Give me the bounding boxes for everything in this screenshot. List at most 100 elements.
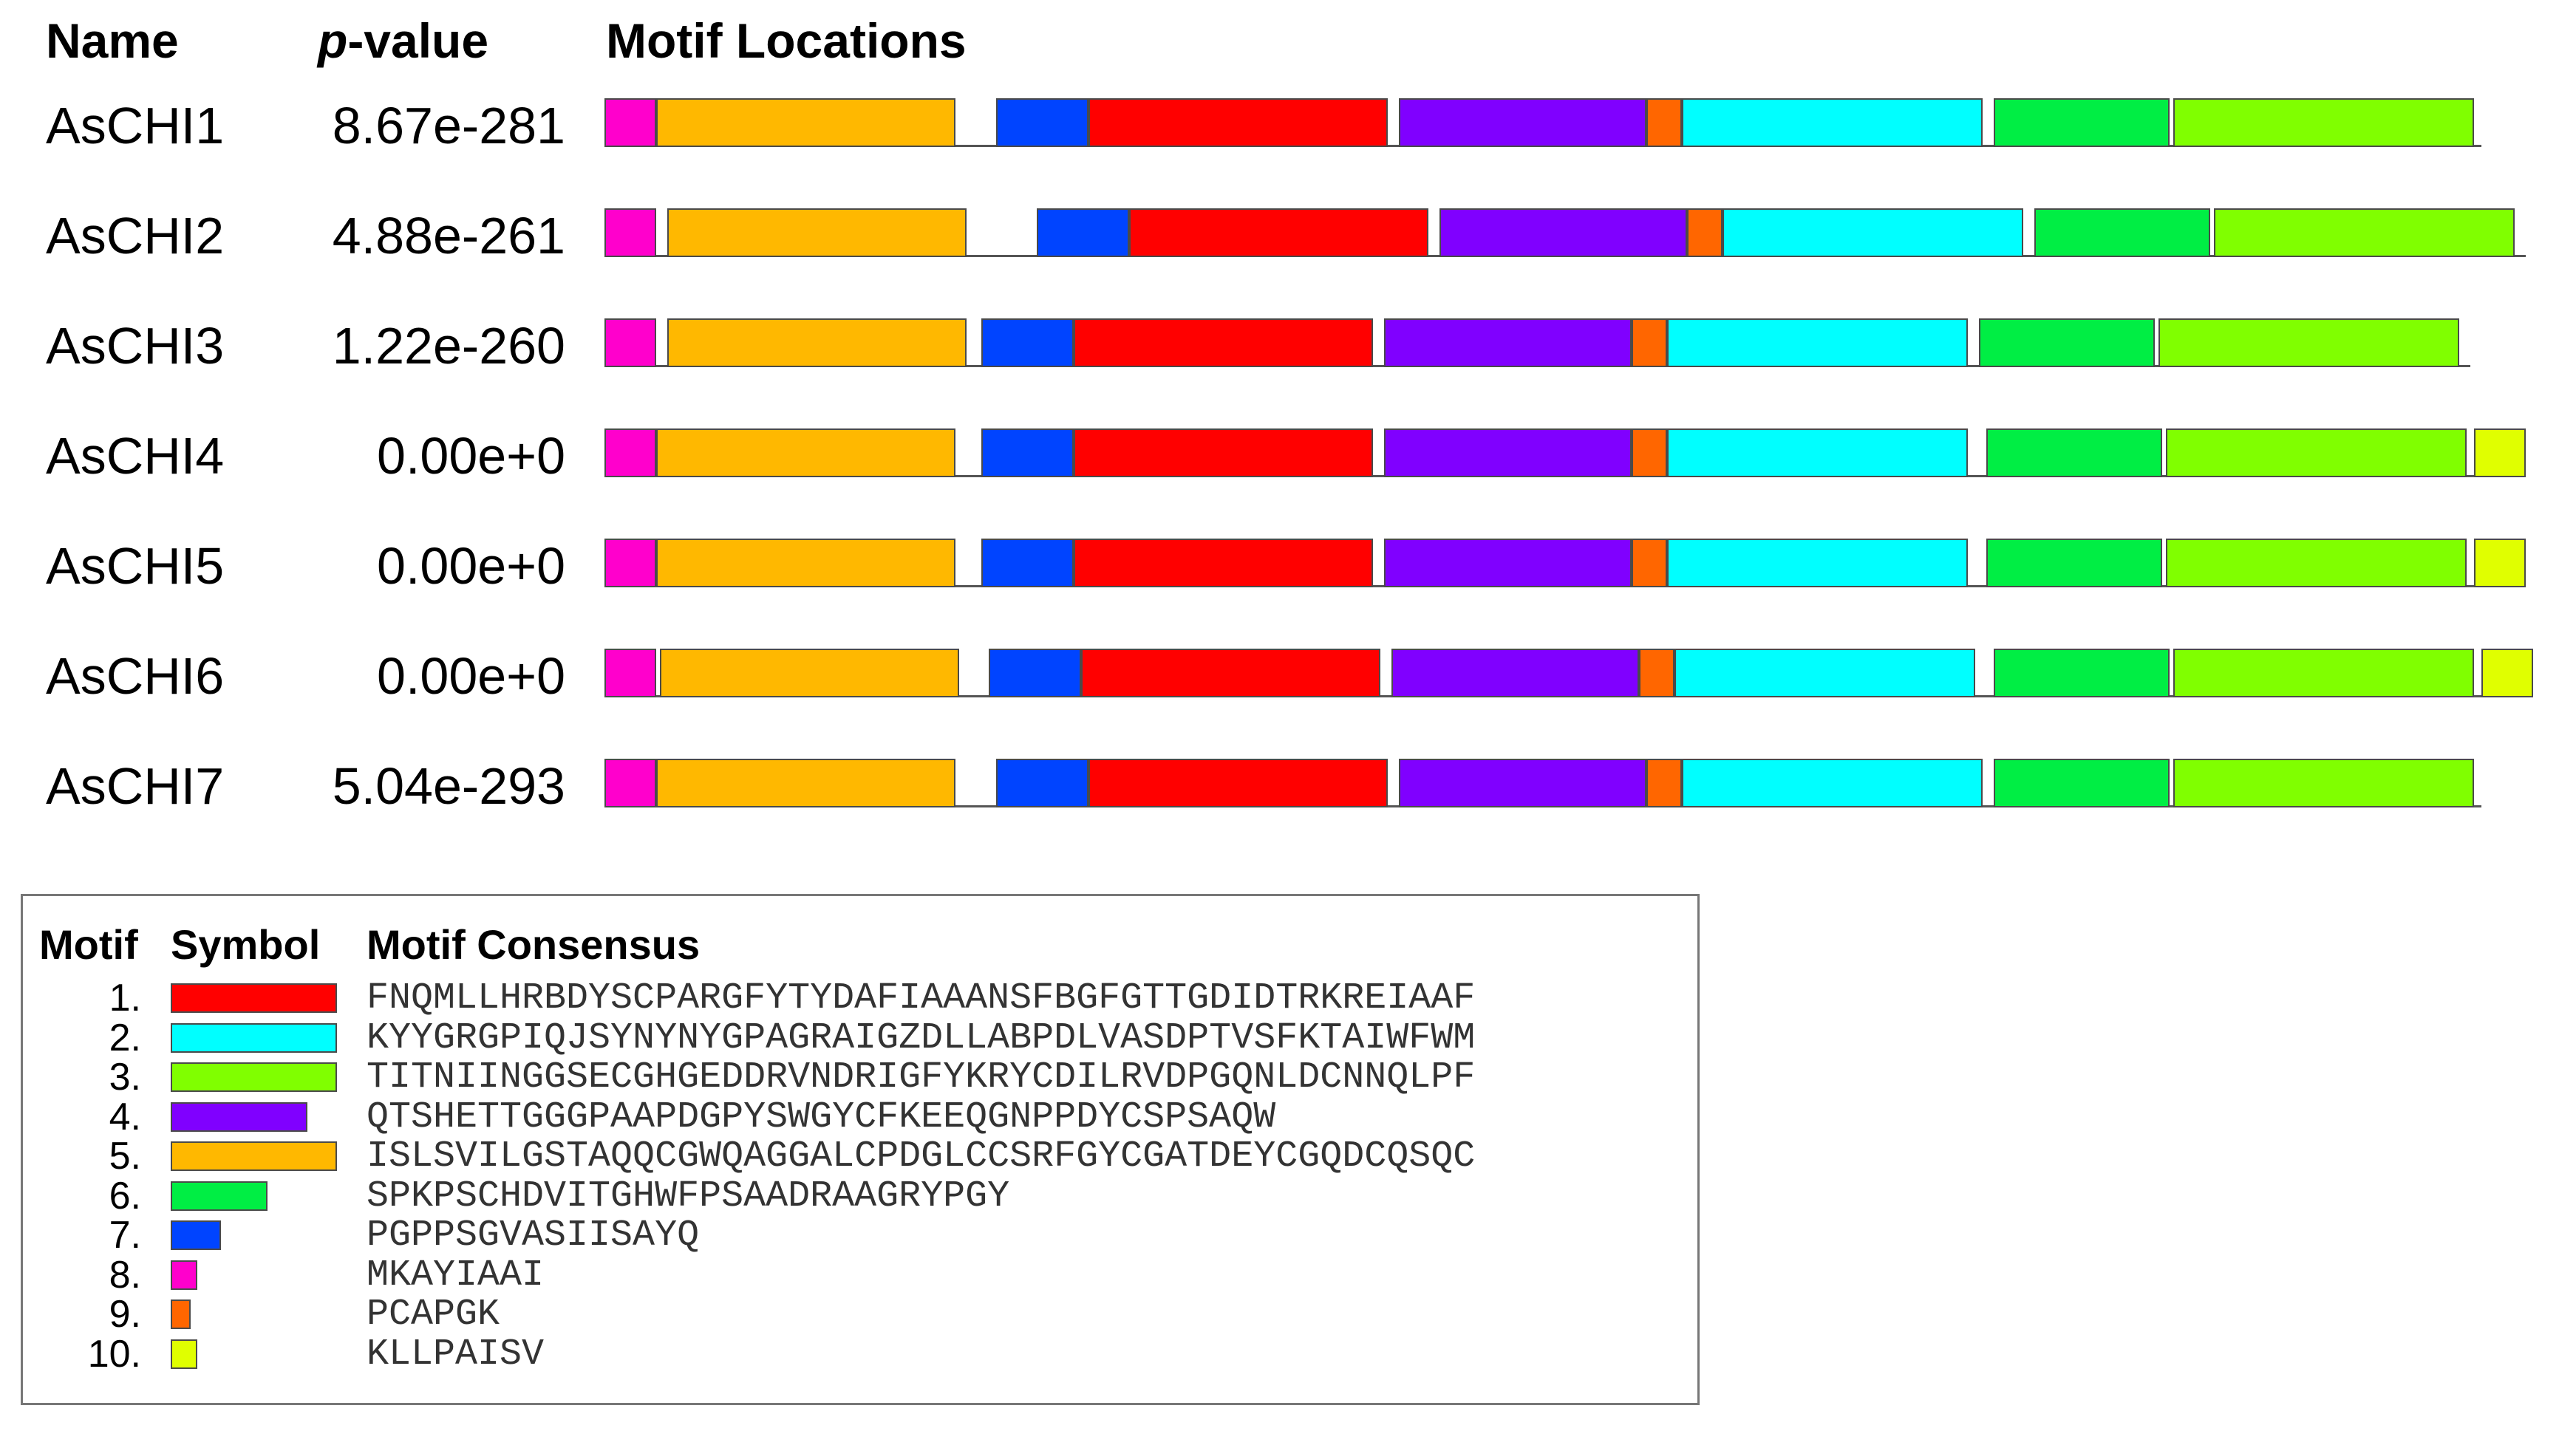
- legend-motif-2-symbol: [171, 1022, 337, 1053]
- pvalue-header-rest: -value: [347, 13, 489, 68]
- motif-9-block: [1632, 318, 1667, 367]
- motif-5-block: [656, 428, 955, 477]
- motif-1-block: [1088, 98, 1388, 147]
- motif-4-block: [1439, 208, 1687, 257]
- motif-6-block: [1986, 539, 2162, 587]
- sequence-pvalue: 0.00e+0: [377, 537, 565, 595]
- motif-4-block: [1384, 428, 1632, 477]
- motif-2-block: [1667, 428, 1968, 477]
- motif-4-block: [1384, 318, 1632, 367]
- motif-7-block: [981, 428, 1074, 477]
- pvalue-column-header: p-value: [318, 16, 488, 65]
- legend-motif-consensus: ISLSVILGSTAQQCGWQAGGALCPDGLCCSRFGYCGATDE…: [367, 1135, 1476, 1178]
- legend-motif-number: 9.: [109, 1293, 141, 1336]
- legend-motif-number: 3.: [109, 1056, 141, 1099]
- legend-motif-number: 7.: [109, 1214, 141, 1257]
- motif-3-block: [2158, 318, 2459, 367]
- sequence-pvalue: 1.22e-260: [332, 317, 565, 375]
- motif-5-block: [656, 98, 955, 147]
- motif-6-block: [1994, 98, 2170, 147]
- motif-2-block: [1667, 318, 1968, 367]
- motif-7-block: [981, 539, 1074, 587]
- motif-3-block: [2173, 759, 2474, 807]
- legend-motif-4-symbol: [171, 1102, 307, 1132]
- sequence-name: AsCHI2: [46, 207, 225, 264]
- motif-5-block: [667, 318, 967, 367]
- sequence-name: AsCHI4: [46, 427, 225, 485]
- legend-motif-8-symbol: [171, 1260, 197, 1290]
- legend-motif-number: 6.: [109, 1174, 141, 1217]
- motif-3-block: [2173, 98, 2474, 147]
- legend-motif-10-symbol: [171, 1339, 197, 1369]
- motif-8-block: [604, 428, 656, 477]
- motif-6-block: [1986, 428, 2162, 477]
- motif-4-block: [1399, 759, 1646, 807]
- motif-8-block: [604, 98, 656, 147]
- name-column-header: Name: [46, 13, 179, 68]
- legend-motif-number: 4.: [109, 1095, 141, 1138]
- motif-5-block: [667, 208, 967, 257]
- sequence-pvalue: 0.00e+0: [377, 647, 565, 705]
- legend-motif-consensus: KLLPAISV: [367, 1333, 545, 1376]
- motif-4-block: [1399, 98, 1646, 147]
- sequence-name: AsCHI1: [46, 97, 225, 154]
- motif-2-block: [1674, 649, 1975, 697]
- motif-2-block: [1682, 759, 1983, 807]
- motif-5-block: [656, 759, 955, 807]
- motif-6-block: [2034, 208, 2210, 257]
- motif-1-block: [1074, 428, 1373, 477]
- motif-6-block: [1979, 318, 2155, 367]
- sequence-name: AsCHI5: [46, 537, 225, 595]
- motif-3-block: [2166, 428, 2467, 477]
- motif-2-block: [1723, 208, 2023, 257]
- motif-8-block: [604, 649, 656, 697]
- motif-9-block: [1639, 649, 1674, 697]
- legend-header-consensus: Motif Consensus: [367, 921, 701, 968]
- legend-header-motif: Motif: [39, 921, 138, 968]
- motif-6-block: [1994, 759, 2170, 807]
- legend-motif-consensus: FNQMLLHRBDYSCPARGFYTYDAFIAAANSFBGFGTTGDI…: [367, 977, 1476, 1020]
- motif-7-block: [1037, 208, 1129, 257]
- sequence-pvalue: 8.67e-281: [332, 97, 565, 154]
- motif-6-block: [1994, 649, 2170, 697]
- motif-8-block: [604, 539, 656, 587]
- legend-motif-consensus: SPKPSCHDVITGHWFPSAADRAAGRYPGY: [367, 1175, 1010, 1217]
- motif-2-block: [1667, 539, 1968, 587]
- motif-1-block: [1074, 318, 1373, 367]
- motif-3-block: [2214, 208, 2515, 257]
- legend-motif-consensus: KYYGRGPIQJSYNYNYGPAGRAIGZDLLABPDLVASDPTV…: [367, 1017, 1476, 1059]
- sequence-pvalue: 5.04e-293: [332, 757, 565, 815]
- motif-7-block: [996, 98, 1088, 147]
- motif-1-block: [1129, 208, 1428, 257]
- motif-locations-header: Motif Locations: [606, 13, 967, 68]
- legend-motif-number: 1.: [109, 977, 141, 1020]
- motif-2-block: [1682, 98, 1983, 147]
- motif-7-block: [981, 318, 1074, 367]
- motif-10-block: [2481, 649, 2533, 697]
- motif-10-block: [2474, 428, 2526, 477]
- sequence-name: AsCHI7: [46, 757, 225, 815]
- legend-motif-3-symbol: [171, 1062, 337, 1092]
- motif-8-block: [604, 318, 656, 367]
- motif-5-block: [660, 649, 959, 697]
- sequence-name: AsCHI3: [46, 317, 225, 375]
- motif-1-block: [1081, 649, 1380, 697]
- motif-9-block: [1646, 759, 1682, 807]
- legend-motif-number: 10.: [87, 1332, 141, 1376]
- motif-9-block: [1687, 208, 1723, 257]
- motif-1-block: [1088, 759, 1388, 807]
- legend-motif-consensus: PGPPSGVASIISAYQ: [367, 1215, 700, 1257]
- motif-7-block: [989, 649, 1081, 697]
- legend-motif-consensus: TITNIINGGSECGHGEDDRVNDRIGFYKRYCDILRVDPGQ…: [367, 1056, 1476, 1099]
- motif-9-block: [1646, 98, 1682, 147]
- legend-motif-number: 5.: [109, 1135, 141, 1178]
- motif-9-block: [1632, 539, 1667, 587]
- motif-8-block: [604, 208, 656, 257]
- legend-motif-7-symbol: [171, 1220, 221, 1250]
- motif-8-block: [604, 759, 656, 807]
- legend-motif-9-symbol: [171, 1299, 191, 1329]
- sequence-name: AsCHI6: [46, 647, 225, 705]
- sequence-pvalue: 4.88e-261: [332, 207, 565, 264]
- pvalue-header-italic-p: p: [318, 13, 348, 68]
